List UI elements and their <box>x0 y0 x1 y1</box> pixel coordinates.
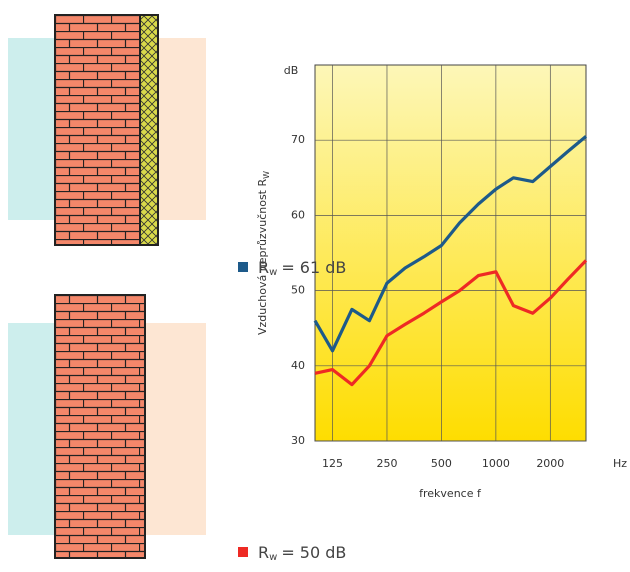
y-tick-label: 60 <box>291 208 305 221</box>
legend-swatch <box>238 547 248 557</box>
x-tick-label: 2000 <box>536 457 564 470</box>
plot-area <box>314 64 587 442</box>
x-tick-label: 250 <box>376 457 397 470</box>
legend-sub: w <box>269 552 277 563</box>
x-tick-label: 1000 <box>482 457 510 470</box>
y-label-sub: W <box>262 171 271 179</box>
y-tick-label: 70 <box>291 133 305 146</box>
y-unit: dB <box>284 64 299 77</box>
y-tick-label: 50 <box>291 284 305 297</box>
y-label: Vzduchová neprůzvučnost RW <box>256 171 271 335</box>
wall-diagram-bottom <box>8 294 206 559</box>
line-series <box>314 259 588 387</box>
legend-text: Rw = 61 dB <box>258 258 346 279</box>
x-tick-label: 125 <box>322 457 343 470</box>
line-series <box>313 135 588 353</box>
legend-entry: Rw = 50 dB <box>238 543 346 564</box>
x-tick-label: 500 <box>431 457 452 470</box>
y-label-main: Vzduchová neprůzvučnost R <box>256 179 269 336</box>
legend-name: R <box>258 258 269 277</box>
y-tick-label: 40 <box>291 359 305 372</box>
legend-value: = 61 dB <box>281 258 346 277</box>
legend-value: = 50 dB <box>281 543 346 562</box>
wall-diagram-top <box>8 14 206 246</box>
x-unit: Hz <box>613 457 627 470</box>
y-tick-label: 30 <box>291 434 305 447</box>
legend-swatch <box>238 262 248 272</box>
x-label: frekvence f <box>419 487 482 500</box>
legend-entry: Rw = 61 dB <box>238 258 346 279</box>
legend-sub: w <box>269 267 277 278</box>
legend-name: R <box>258 543 269 562</box>
legend-text: Rw = 50 dB <box>258 543 346 564</box>
